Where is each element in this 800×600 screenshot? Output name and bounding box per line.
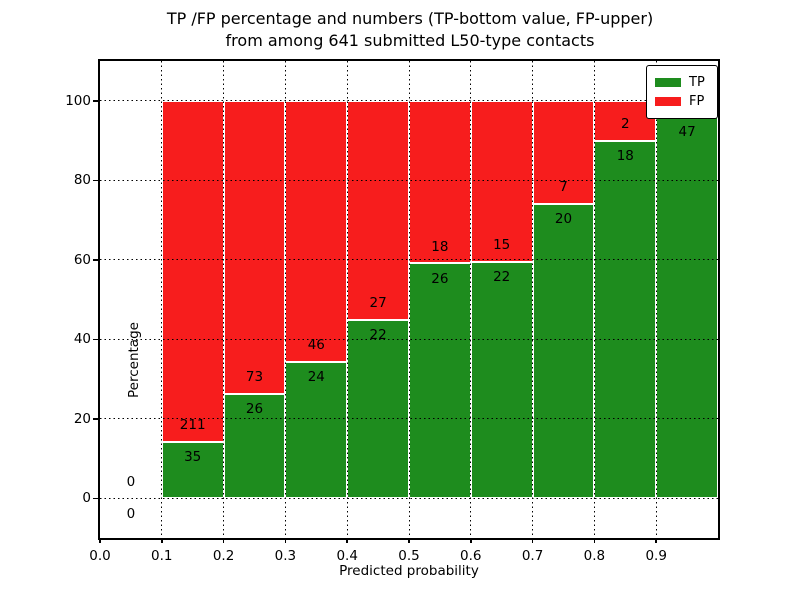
tp-count-label: 24 [307,369,325,386]
x-axis-label: Predicted probability [339,563,479,579]
x-axis-tick [408,538,410,543]
chart-title-line2: from among 641 submitted L50-type contac… [225,31,595,50]
tp-count-label: 0 [126,505,136,522]
fp-count-label: 7 [559,179,568,196]
bar-segment-fp [532,100,595,204]
bar-segment-tp [161,441,224,499]
y-gridline [100,259,718,261]
x-gridline [284,61,286,538]
bar-segment-tp [532,203,595,499]
x-axis-tick [222,538,225,543]
fp-count-label: 2 [621,116,630,132]
fp-count-label: 27 [369,295,387,312]
x-gridline [223,61,225,538]
x-gridline [408,61,410,538]
bar-segment-fp [285,100,348,362]
x-tick-label: 0.6 [460,548,482,564]
x-axis-tick [161,538,163,543]
y-axis-tick [93,100,98,102]
y-axis-label: Percentage [126,322,142,398]
x-axis-tick [593,538,596,543]
bar-segment-tp [470,261,533,499]
y-axis-tick [93,259,98,261]
tp-count-label: 22 [369,327,387,344]
chart-title-line1: TP /FP percentage and numbers (TP-bottom… [166,9,654,28]
bar-segment-tp [347,319,409,499]
tp-swatch-icon [655,78,681,87]
x-tick-label: 0.9 [645,548,667,564]
x-tick-label: 0.5 [398,548,420,564]
x-axis-tick [284,538,287,543]
y-gridline [100,418,718,420]
x-gridline [470,61,472,538]
y-gridline [100,338,718,340]
bar-segment-fp [223,100,286,394]
bar-segment-tp [656,116,718,499]
x-tick-label: 0.4 [336,548,358,564]
legend-label-fp: FP [689,93,705,109]
bar-segment-fp [161,100,224,442]
x-gridline [593,61,595,538]
y-tick-label: 60 [73,251,91,268]
legend-label-tp: TP [689,74,705,90]
tp-count-label: 26 [245,401,264,418]
x-tick-label: 0.0 [89,548,111,564]
bar-segment-fp [347,100,409,320]
tp-count-label: 18 [616,148,634,164]
y-tick-label: 20 [73,410,91,427]
fp-count-label: 211 [179,417,206,434]
y-axis-tick [93,338,98,340]
legend-item-fp: FP [647,93,717,109]
y-tick-label: 80 [73,172,91,189]
x-tick-label: 0.7 [521,548,544,564]
tp-count-label: 20 [554,211,573,228]
x-tick-label: 0.1 [151,548,173,564]
plot-area: Percentage 0 0 211 35 73 26 46 24 27 22 18 26 15 22 7 2… [65,59,720,564]
y-axis-tick [93,497,98,499]
bar-segment-tp [223,393,286,499]
x-tick-label: 0.2 [212,548,235,564]
legend-item-tp: TP [647,74,717,90]
y-axis-tick [93,418,98,420]
y-tick-label: 100 [65,92,91,109]
x-axis-tick [531,538,534,543]
x-gridline [161,61,163,538]
bar-segment-tp [594,140,657,499]
x-axis-tick [655,538,657,543]
tp-count-label: 26 [431,270,449,287]
fp-count-label: 0 [126,473,136,490]
chart-title: TP /FP percentage and numbers (TP-bottom… [60,8,760,52]
y-gridline [100,179,718,181]
x-tick-label: 0.3 [274,548,297,564]
fp-count-label: 46 [307,337,325,354]
y-tick-label: 0 [82,490,91,507]
x-axis-tick [99,538,101,543]
fp-swatch-icon [655,97,681,106]
x-gridline [346,61,348,538]
legend: TP FP [646,65,718,119]
y-gridline [100,100,718,102]
tp-count-label: 22 [493,269,511,286]
y-gridline [100,497,718,499]
y-tick-label: 40 [73,331,91,348]
x-gridline [532,61,534,538]
x-tick-label: 0.8 [583,548,606,564]
bar-segment-tp [409,263,471,499]
fp-count-label: 73 [245,369,264,386]
fp-count-label: 18 [431,238,449,255]
y-axis-tick [93,179,98,181]
tp-count-label: 35 [184,449,202,466]
tp-count-label: 47 [678,124,696,141]
x-axis-tick [470,538,472,543]
fp-count-label: 15 [493,237,511,254]
x-gridline [655,61,657,538]
x-axis-tick [346,538,348,543]
